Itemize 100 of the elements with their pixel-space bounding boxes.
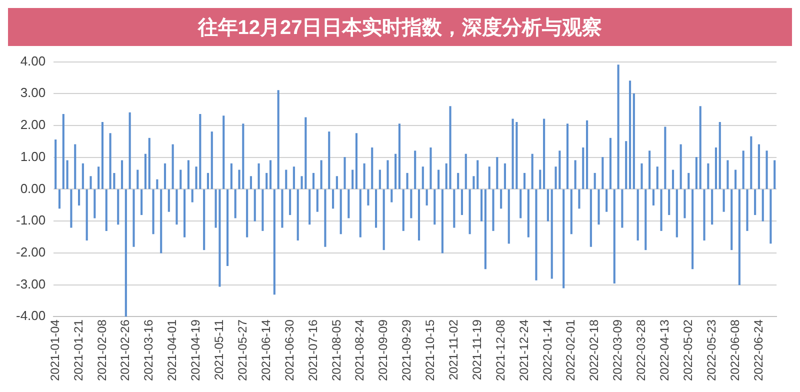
bar (414, 150, 416, 190)
x-tick-label: 2021-09-29 (400, 319, 414, 382)
bar (656, 166, 658, 190)
bar (78, 189, 80, 206)
bar (308, 189, 311, 225)
bar (340, 189, 342, 234)
x-tick-label: 2022-05-02 (680, 319, 695, 382)
bar (512, 118, 514, 190)
bar (352, 170, 354, 190)
bar (101, 122, 104, 190)
bar (730, 189, 733, 250)
bar (273, 189, 276, 295)
bar (324, 189, 326, 247)
bar (160, 189, 162, 254)
bar (226, 189, 229, 266)
bar (613, 189, 616, 284)
bar (277, 90, 280, 190)
bar (438, 170, 440, 190)
bar (484, 189, 486, 270)
y-tick-label: -3.00 (16, 276, 46, 292)
bar (602, 157, 604, 190)
bar (449, 106, 452, 190)
bar (269, 160, 272, 190)
bar (62, 114, 64, 190)
bar (86, 189, 88, 240)
bar (58, 189, 61, 209)
bar (168, 189, 170, 212)
bar (230, 163, 232, 190)
bar (94, 189, 96, 218)
bar (523, 172, 526, 190)
bar (774, 160, 776, 190)
bar (500, 189, 502, 209)
bar (688, 172, 690, 190)
bar (531, 154, 534, 190)
bar (367, 189, 370, 206)
x-tick-label: 2021-05-27 (235, 319, 250, 382)
bar (187, 160, 190, 190)
bar (472, 176, 475, 190)
bar (382, 189, 385, 250)
bar (707, 163, 710, 190)
bar (246, 189, 248, 238)
bar (180, 170, 182, 190)
chart-title: 往年12月27日日本实时指数，深度分析与观察 (8, 8, 792, 46)
bar (285, 170, 288, 190)
bar (692, 189, 694, 270)
bar (296, 189, 299, 240)
bar (488, 166, 490, 190)
bar (652, 189, 654, 206)
bar (70, 189, 72, 228)
bar (176, 189, 178, 225)
bar (266, 172, 268, 190)
bar (156, 179, 158, 190)
bar (672, 170, 674, 190)
bar (660, 189, 662, 231)
bar (359, 189, 362, 238)
bar (566, 124, 569, 190)
bar (371, 147, 374, 190)
x-tick-label: 2021-06-30 (282, 319, 296, 382)
bar (492, 189, 494, 231)
y-tick-label: -2.00 (16, 244, 46, 260)
bar (430, 147, 432, 190)
bar (136, 170, 139, 190)
x-tick-label: 2021-08-05 (329, 319, 344, 382)
bar (128, 112, 131, 190)
bar (98, 166, 100, 190)
bar (742, 150, 744, 190)
bar (644, 189, 647, 250)
bar (390, 189, 393, 202)
bar (320, 160, 322, 190)
bar (54, 140, 57, 190)
bar (292, 166, 295, 190)
x-tick-label: 2022-05-23 (704, 319, 718, 382)
bar (621, 189, 624, 228)
bar (222, 116, 225, 190)
bar (703, 189, 706, 240)
x-tick-label: 2022-06-08 (728, 319, 742, 382)
bar (714, 147, 718, 190)
x-tick-label: 2022-06-24 (751, 319, 766, 382)
bar (410, 189, 412, 218)
bar (281, 189, 284, 228)
bar (457, 172, 460, 190)
bar (628, 80, 632, 190)
bar (109, 133, 112, 190)
bar (332, 189, 334, 209)
bar (562, 189, 565, 288)
bar (90, 176, 92, 190)
bar (750, 136, 752, 190)
bar (406, 172, 408, 190)
bar (504, 163, 506, 190)
x-tick-label: 2022-04-13 (657, 319, 672, 382)
x-tick-label: 2021-06-14 (258, 319, 273, 382)
bar (766, 150, 768, 190)
bar (632, 93, 635, 190)
x-tick-label: 2021-04-01 (165, 319, 180, 382)
bar (148, 138, 150, 190)
bar (539, 170, 542, 190)
bar (386, 160, 389, 190)
y-tick-label: 3.00 (20, 85, 46, 100)
x-tick-label: 2021-04-19 (188, 319, 203, 382)
bar (594, 172, 596, 190)
